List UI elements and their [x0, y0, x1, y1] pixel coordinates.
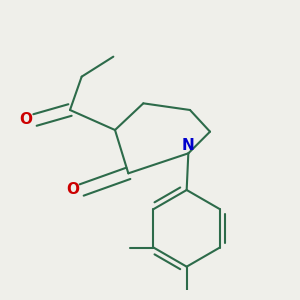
Text: O: O [66, 182, 79, 197]
Text: O: O [19, 112, 32, 127]
Text: N: N [182, 137, 195, 152]
